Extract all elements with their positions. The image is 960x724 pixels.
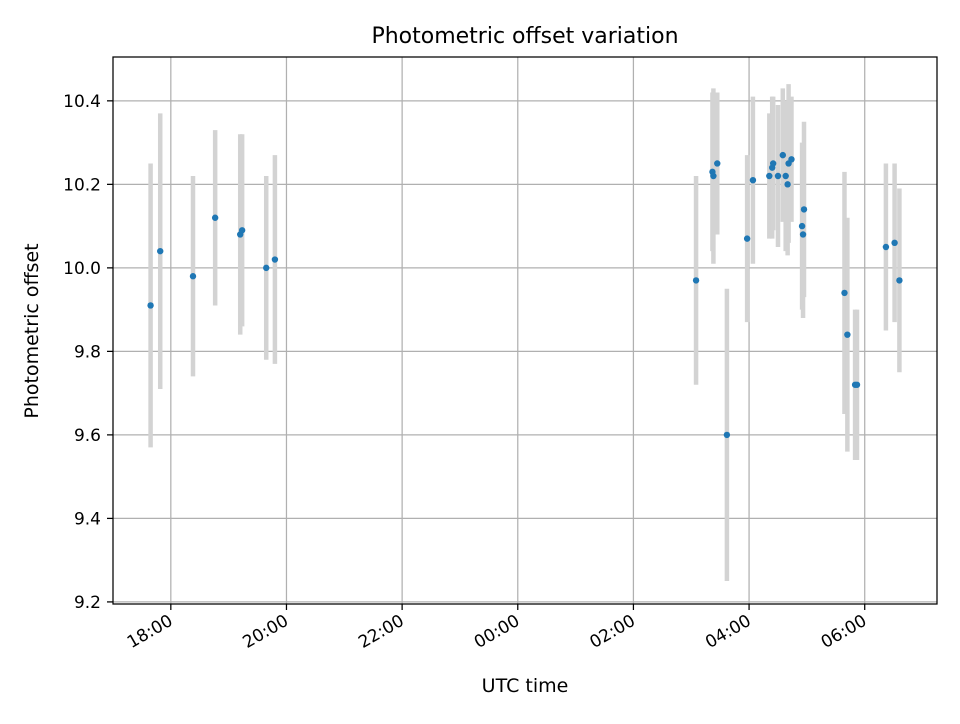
- data-point: [788, 156, 795, 163]
- data-point: [723, 431, 731, 439]
- data-point: [749, 176, 757, 184]
- data-point: [743, 235, 751, 242]
- y-tick-label: 10.0: [63, 259, 101, 279]
- data-point: [841, 289, 848, 297]
- data-point: [784, 181, 791, 188]
- data-point: [891, 239, 898, 247]
- data-point: [714, 160, 721, 167]
- data-point: [769, 160, 777, 167]
- data-point: [710, 172, 717, 180]
- plot-frame: [112, 56, 938, 605]
- data-point: [157, 247, 164, 255]
- data-point: [263, 264, 270, 272]
- data-points: [147, 151, 903, 439]
- data-point: [800, 206, 808, 213]
- data-point: [853, 381, 861, 388]
- data-point: [844, 331, 851, 338]
- data-point: [692, 277, 700, 284]
- data-point: [271, 256, 279, 263]
- data-point: [779, 151, 787, 159]
- y-axis-label: Photometric offset: [21, 243, 43, 418]
- data-point: [238, 227, 246, 234]
- data-point: [782, 172, 789, 180]
- chart-title: Photometric offset variation: [371, 24, 678, 49]
- y-tick-label: 9.4: [74, 509, 101, 529]
- data-point: [882, 243, 890, 251]
- data-point: [798, 222, 806, 230]
- x-axis-label: UTC time: [482, 675, 569, 697]
- y-tick-label: 9.6: [74, 426, 101, 446]
- grid: [113, 57, 937, 604]
- data-point: [799, 231, 807, 238]
- data-point: [189, 273, 197, 280]
- data-point: [896, 277, 903, 284]
- data-point: [147, 302, 154, 309]
- y-tick-label: 10.4: [63, 92, 101, 112]
- y-tick-label: 9.8: [74, 342, 101, 362]
- y-tick-label: 9.2: [74, 593, 101, 613]
- y-tick-label: 10.2: [63, 175, 101, 195]
- data-point: [211, 214, 219, 221]
- data-point: [766, 172, 773, 180]
- data-point: [774, 172, 782, 180]
